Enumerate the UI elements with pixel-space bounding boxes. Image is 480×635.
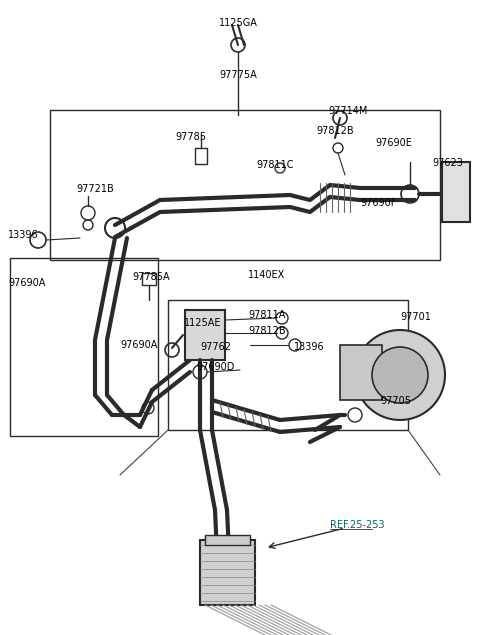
Text: 97785: 97785 (175, 132, 206, 142)
Text: 97690F: 97690F (360, 198, 396, 208)
Text: 97623: 97623 (432, 158, 463, 168)
Bar (195, 148, 207, 164)
Text: REF.25-253: REF.25-253 (330, 520, 384, 530)
Text: 13396: 13396 (294, 342, 324, 352)
Text: 97785A: 97785A (132, 272, 169, 282)
Text: 97690A: 97690A (8, 278, 46, 288)
Bar (185, 310, 225, 360)
Text: 97811C: 97811C (256, 160, 293, 170)
Text: 97690A: 97690A (120, 340, 157, 350)
Text: 97690D: 97690D (196, 362, 234, 372)
Text: 97775A: 97775A (219, 70, 257, 80)
Text: REF.25-253: REF.25-253 (0, 634, 1, 635)
Text: 13396: 13396 (8, 230, 38, 240)
Bar (142, 273, 156, 285)
Text: 1125AE: 1125AE (184, 318, 221, 328)
Text: 97762: 97762 (200, 342, 231, 352)
Bar (168, 300, 408, 430)
Text: 97812B: 97812B (248, 326, 286, 336)
Text: 97701: 97701 (400, 312, 431, 322)
Bar (442, 162, 470, 222)
Text: 97705: 97705 (380, 396, 411, 406)
Text: 97811A: 97811A (248, 310, 286, 320)
Bar (340, 345, 382, 400)
Text: 1125GA: 1125GA (218, 18, 257, 28)
Text: 97721B: 97721B (76, 184, 114, 194)
Text: 97690E: 97690E (375, 138, 412, 148)
Text: 1140EX: 1140EX (248, 270, 285, 280)
Bar (200, 540, 255, 605)
Bar (50, 110, 440, 260)
Text: 97812B: 97812B (316, 126, 354, 136)
Text: 97714M: 97714M (328, 106, 367, 116)
Bar (205, 535, 250, 545)
Circle shape (355, 330, 445, 420)
Bar (10, 258, 158, 436)
Circle shape (372, 347, 428, 403)
